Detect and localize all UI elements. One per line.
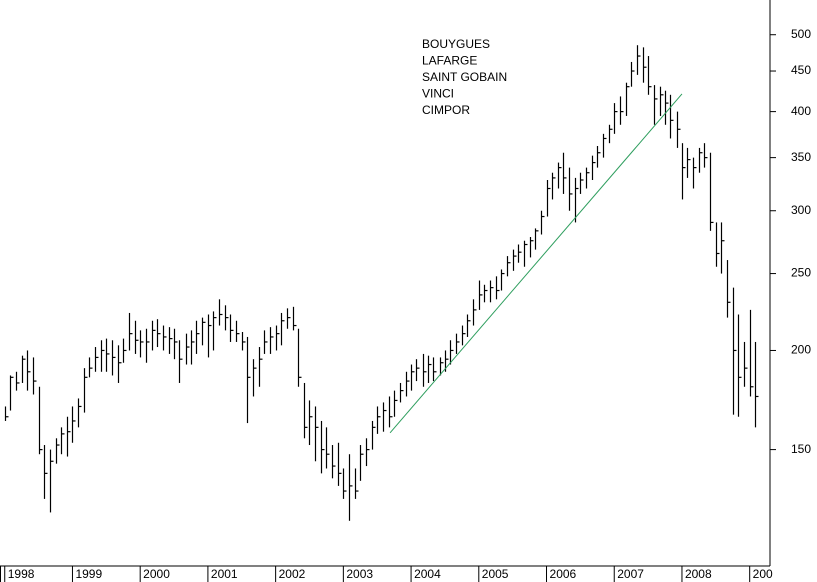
annotation: BOUYGUES xyxy=(422,37,490,51)
trend-line xyxy=(389,93,683,434)
y-tick-label: 450 xyxy=(791,63,811,77)
x-tick-label: 1998 xyxy=(8,567,35,581)
annotation: VINCI xyxy=(422,87,454,101)
x-tick-label: 2006 xyxy=(550,567,577,581)
y-tick-label: 300 xyxy=(791,203,811,217)
x-tick-label: 2001 xyxy=(211,567,238,581)
x-tick-label: 2005 xyxy=(482,567,509,581)
x-tick-label: 1999 xyxy=(75,567,102,581)
x-tick-label: 200 xyxy=(753,567,773,581)
annotation: LAFARGE xyxy=(422,54,477,68)
y-tick-label: 500 xyxy=(791,27,811,41)
annotation: CIMPOR xyxy=(422,103,470,117)
x-tick-label: 2000 xyxy=(143,567,170,581)
x-tick-label: 2008 xyxy=(685,567,712,581)
x-tick-label: 2004 xyxy=(414,567,441,581)
annotation: SAINT GOBAIN xyxy=(422,70,507,84)
x-tick-label: 2007 xyxy=(617,567,644,581)
y-tick-label: 400 xyxy=(791,104,811,118)
y-tick-label: 250 xyxy=(791,266,811,280)
x-tick-label: 2002 xyxy=(279,567,306,581)
x-tick-label: 2003 xyxy=(346,567,373,581)
y-tick-label: 200 xyxy=(791,343,811,357)
y-tick-label: 150 xyxy=(791,442,811,456)
y-tick-label: 350 xyxy=(791,150,811,164)
